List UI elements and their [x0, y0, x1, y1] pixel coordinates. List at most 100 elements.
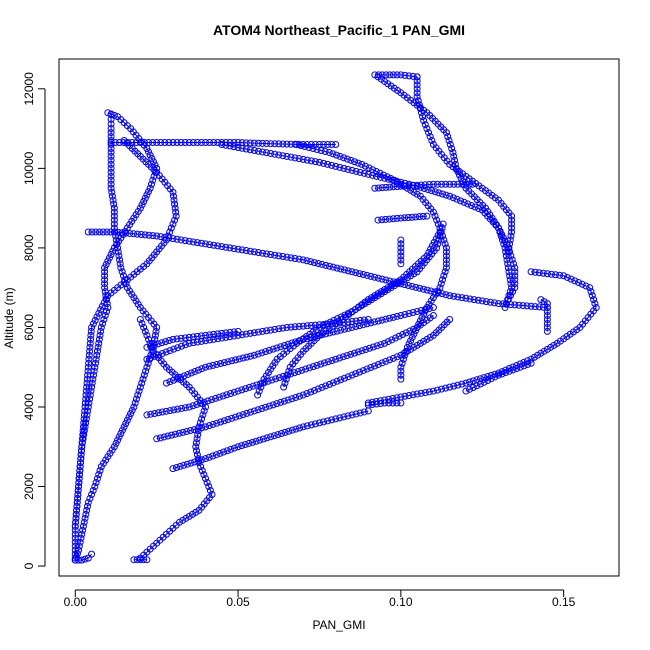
series-segment	[449, 295, 499, 305]
data-point	[332, 162, 340, 170]
data-point	[305, 143, 313, 151]
data-point	[502, 300, 510, 308]
data-point	[238, 144, 246, 152]
data-point	[86, 347, 94, 355]
data-point	[315, 158, 323, 166]
data-point	[205, 483, 213, 491]
data-point	[462, 387, 470, 395]
data-point	[423, 212, 431, 220]
data-point	[230, 328, 238, 336]
data-point	[329, 150, 337, 158]
data-point	[82, 510, 90, 518]
data-point	[238, 386, 246, 394]
series-segment	[400, 255, 428, 281]
data-point	[372, 167, 380, 175]
data-point	[246, 247, 254, 255]
data-point	[127, 410, 135, 418]
series-segment	[465, 374, 499, 392]
data-point	[230, 139, 238, 147]
data-point	[450, 152, 458, 160]
data-point	[254, 147, 262, 155]
data-point	[169, 188, 177, 196]
data-point	[153, 435, 161, 443]
data-point	[504, 264, 512, 272]
data-point	[299, 391, 307, 399]
series-segment	[498, 303, 548, 309]
data-point	[310, 259, 318, 267]
data-point	[264, 377, 272, 385]
data-point	[367, 272, 375, 280]
data-point	[429, 387, 437, 395]
data-point	[406, 327, 414, 335]
data-point	[246, 146, 254, 154]
data-point	[116, 256, 124, 264]
data-point	[131, 399, 139, 407]
data-point	[371, 318, 379, 326]
series-11	[374, 212, 431, 224]
data-point	[198, 415, 206, 423]
data-point	[393, 399, 401, 407]
data-point	[199, 411, 207, 419]
data-point	[516, 363, 524, 371]
data-point	[341, 374, 349, 382]
data-point	[88, 490, 96, 498]
data-point	[299, 335, 307, 343]
series-segment	[107, 279, 128, 297]
data-point	[107, 184, 115, 192]
data-point	[185, 403, 193, 411]
data-point	[360, 316, 368, 324]
data-point	[372, 400, 380, 408]
data-point	[250, 329, 258, 337]
data-point	[263, 149, 271, 157]
data-point	[204, 397, 212, 405]
data-point	[389, 395, 397, 403]
data-point	[74, 486, 82, 494]
data-point	[329, 328, 337, 336]
data-point	[216, 449, 224, 457]
data-point	[217, 360, 225, 368]
data-point	[83, 379, 91, 387]
data-point	[72, 514, 80, 522]
data-point	[358, 160, 366, 168]
data-point	[333, 327, 341, 335]
data-point	[421, 181, 429, 189]
series-segment	[107, 112, 118, 118]
data-point	[97, 327, 105, 335]
data-point	[268, 376, 276, 384]
data-point	[230, 388, 238, 396]
data-point	[75, 483, 83, 491]
data-point	[223, 447, 231, 455]
data-point	[185, 139, 193, 147]
data-point	[307, 321, 315, 329]
data-point	[196, 419, 204, 427]
data-point	[132, 395, 140, 403]
data-point	[214, 335, 222, 343]
series-5	[84, 228, 551, 312]
data-point	[194, 366, 202, 374]
data-point	[286, 363, 294, 371]
data-point	[88, 550, 96, 558]
data-point	[466, 295, 474, 303]
y-tick-label: 0	[22, 562, 36, 569]
data-point	[373, 342, 381, 350]
data-point	[262, 403, 270, 411]
data-point	[340, 154, 348, 162]
series-segment	[377, 76, 402, 94]
data-point	[200, 398, 208, 406]
data-point	[93, 347, 101, 355]
data-point	[296, 424, 304, 432]
data-point	[449, 148, 457, 156]
data-point	[110, 204, 118, 212]
data-point	[397, 236, 405, 244]
data-point	[520, 358, 528, 366]
data-point	[93, 313, 101, 321]
data-point	[210, 241, 218, 249]
data-point	[397, 363, 405, 371]
data-point	[361, 162, 369, 170]
data-point	[198, 456, 206, 464]
data-point	[397, 240, 405, 248]
data-point	[507, 232, 515, 240]
data-point	[81, 403, 89, 411]
data-point	[560, 272, 568, 280]
data-point	[226, 142, 234, 150]
